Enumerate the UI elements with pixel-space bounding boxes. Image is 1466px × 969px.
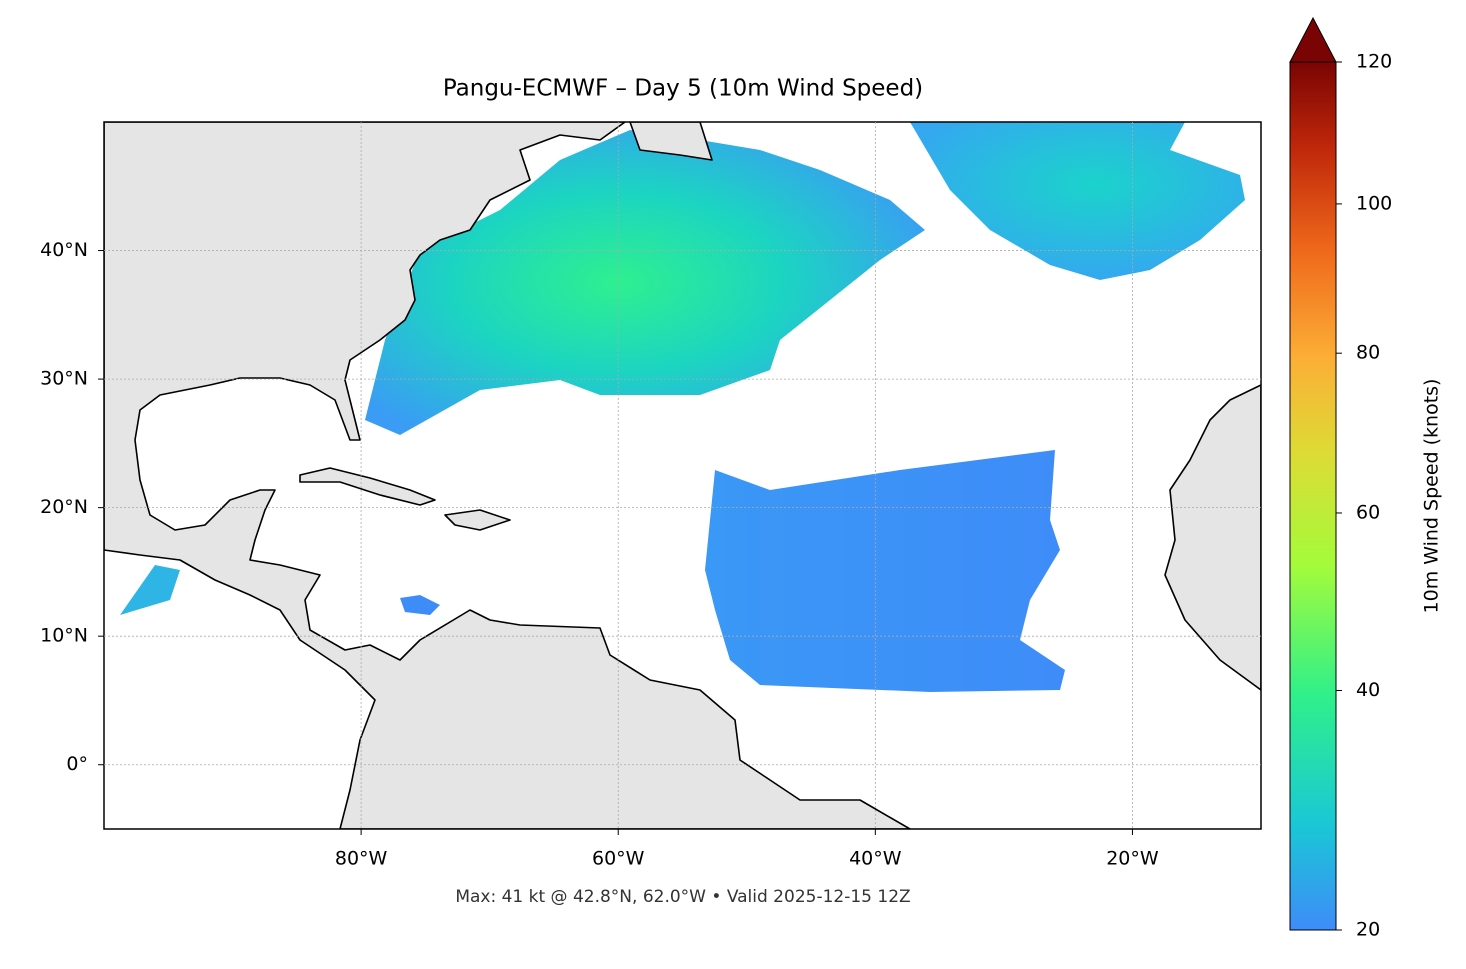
footer-note: Max: 41 kt @ 42.8°N, 62.0°W • Valid 2025… bbox=[455, 887, 910, 907]
y-tick-label: 10°N bbox=[40, 625, 88, 647]
colorbar-tick-label: 20 bbox=[1356, 919, 1380, 941]
colorbar-tick-label: 120 bbox=[1356, 51, 1392, 73]
x-tick-label: 60°W bbox=[592, 848, 645, 870]
wind-field bbox=[120, 565, 180, 615]
colorbar-extend bbox=[1289, 16, 1337, 63]
x-tick-label: 40°W bbox=[849, 848, 902, 870]
colorbar-tick-label: 60 bbox=[1356, 501, 1380, 523]
land bbox=[1164, 384, 1261, 691]
map-frame bbox=[103, 121, 1262, 830]
land bbox=[104, 122, 911, 829]
wind-field bbox=[910, 122, 1245, 280]
map-area bbox=[104, 122, 1261, 829]
x-tick-label: 80°W bbox=[335, 848, 388, 870]
chart-title: Pangu-ECMWF – Day 5 (10m Wind Speed) bbox=[443, 76, 923, 102]
x-tick-label: 20°W bbox=[1106, 848, 1159, 870]
wind-field bbox=[400, 595, 440, 615]
y-tick-label: 20°N bbox=[40, 496, 88, 518]
land bbox=[629, 122, 713, 161]
y-tick-label: 30°N bbox=[40, 368, 88, 390]
land bbox=[444, 509, 511, 531]
wind-field bbox=[365, 130, 925, 435]
wind-field bbox=[705, 450, 1065, 692]
colorbar-label: 10m Wind Speed (knots) bbox=[1421, 379, 1443, 614]
land bbox=[299, 467, 436, 506]
colorbar-tick-label: 80 bbox=[1356, 342, 1380, 364]
y-tick-label: 40°N bbox=[40, 239, 88, 261]
colorbar-tick-label: 100 bbox=[1356, 192, 1392, 214]
y-tick-label: 0° bbox=[66, 753, 88, 775]
colorbar-tick-label: 40 bbox=[1356, 679, 1380, 701]
colorbar bbox=[1289, 61, 1337, 931]
